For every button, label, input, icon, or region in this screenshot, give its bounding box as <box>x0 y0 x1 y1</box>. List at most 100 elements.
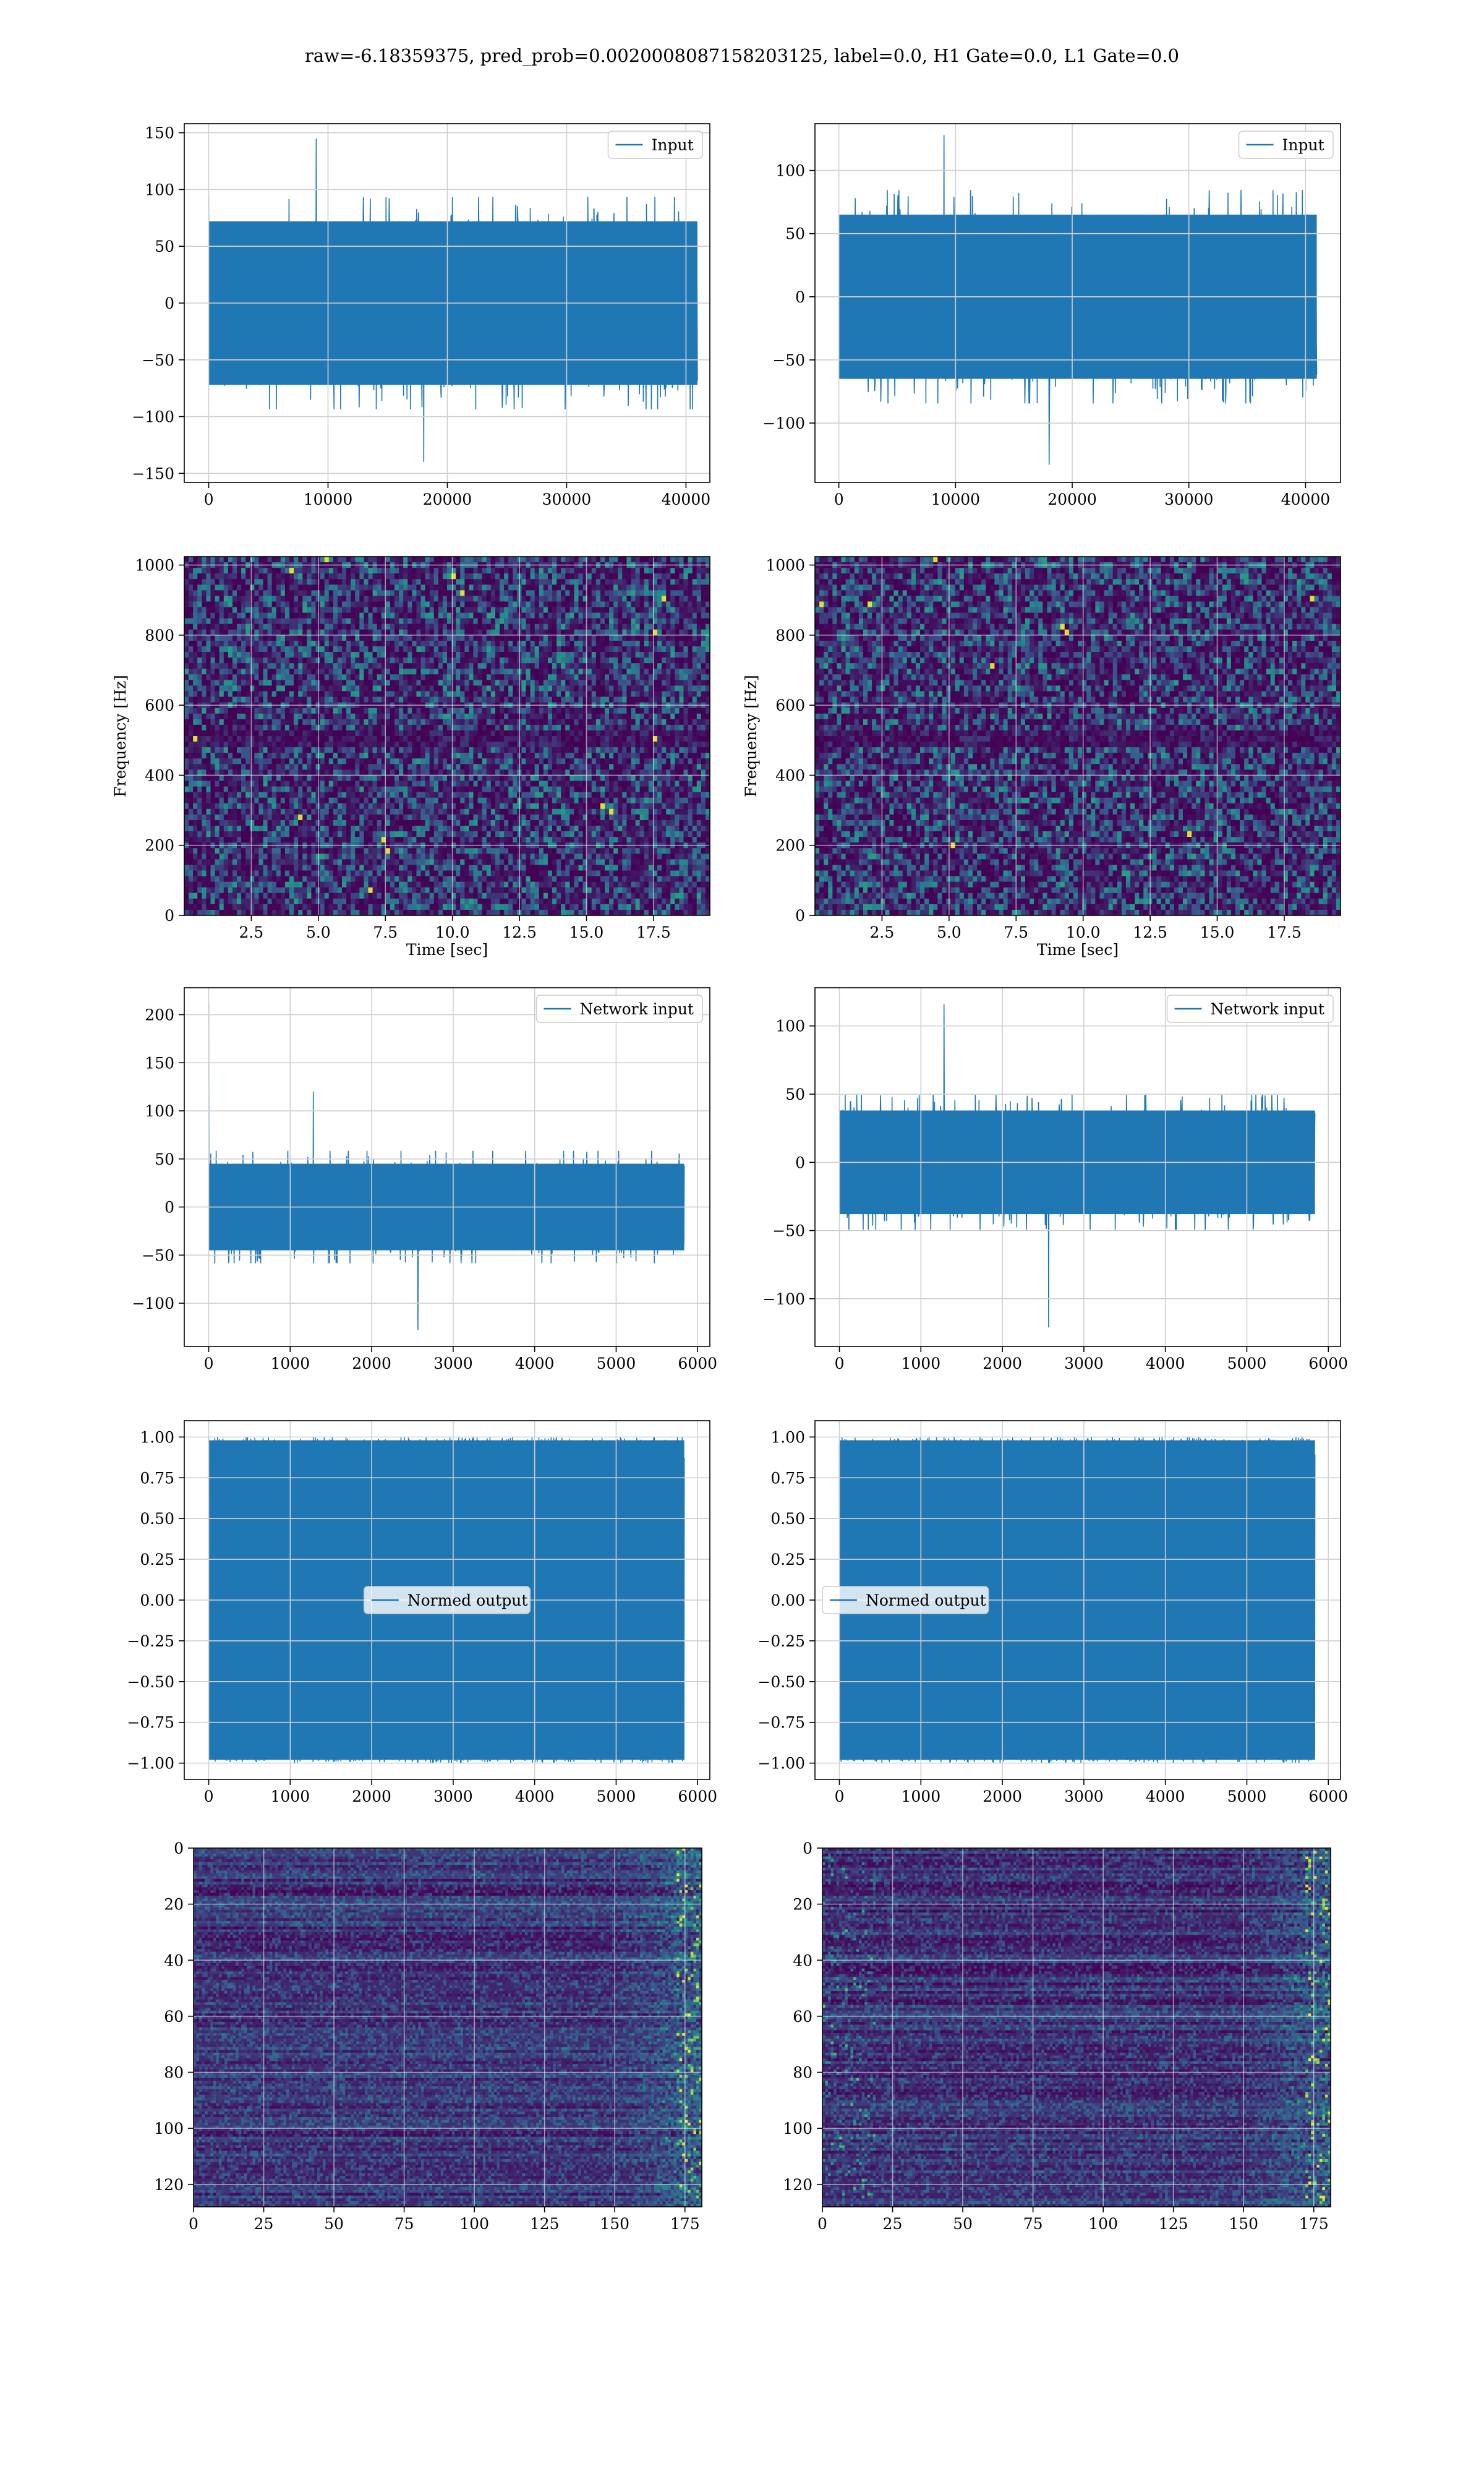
heatmap-cell <box>403 708 408 714</box>
heatmap-cell <box>220 568 224 574</box>
heatmap-cell <box>184 613 189 619</box>
heatmap-cell <box>596 764 601 770</box>
heatmap-cell <box>369 607 373 614</box>
heatmap-cell <box>377 584 382 591</box>
heatmap-cell <box>474 584 479 591</box>
heatmap-cell <box>438 775 443 781</box>
heatmap-cell <box>311 602 316 608</box>
heatmap-cell <box>626 674 631 680</box>
heatmap-cell <box>289 697 294 703</box>
heatmap-cell <box>644 618 649 625</box>
heatmap-cell <box>626 758 631 764</box>
heatmap-cell <box>237 641 242 647</box>
heatmap-cell <box>211 641 216 647</box>
heatmap-cell <box>394 747 399 753</box>
heatmap-cell <box>342 725 347 731</box>
heatmap-cell <box>701 753 706 759</box>
heatmap-cell <box>447 568 452 574</box>
heatmap-cell <box>631 646 636 653</box>
heatmap-cell <box>679 618 684 625</box>
heatmap-cell <box>294 747 299 753</box>
heatmap-cell <box>346 714 351 720</box>
heatmap-cell <box>254 584 259 591</box>
heatmap-cell <box>688 590 693 596</box>
heatmap-cell <box>666 584 671 591</box>
heatmap-cell <box>697 736 702 742</box>
heatmap-cell <box>478 602 483 608</box>
heatmap-cell <box>193 769 198 776</box>
heatmap-cell <box>504 630 509 636</box>
heatmap-cell <box>587 725 592 731</box>
heatmap-cell <box>425 685 430 691</box>
heatmap-cell <box>684 769 689 776</box>
heatmap-cell <box>500 685 505 691</box>
heatmap-cell <box>447 742 452 748</box>
heatmap-cell <box>403 714 408 720</box>
heatmap-cell <box>626 742 631 748</box>
heatmap-cell <box>364 719 369 726</box>
heatmap-cell <box>605 685 610 691</box>
heatmap-cell <box>631 641 636 647</box>
x-tick-label: 30000 <box>1164 490 1214 508</box>
heatmap-cell <box>425 602 430 608</box>
heatmap-cell <box>644 607 649 614</box>
heatmap-cell <box>254 568 259 574</box>
heatmap-cell <box>237 590 242 596</box>
heatmap-cell <box>544 568 548 574</box>
heatmap-cell <box>609 646 614 653</box>
heatmap-cell <box>268 708 273 714</box>
heatmap-cell <box>307 663 312 669</box>
heatmap-cell <box>276 769 281 776</box>
heatmap-cell <box>311 607 316 614</box>
heatmap-cell <box>399 725 404 731</box>
heatmap-cell <box>592 630 597 636</box>
heatmap-cell <box>688 674 693 680</box>
heatmap-cell <box>662 680 667 686</box>
heatmap-cell <box>579 725 584 731</box>
heatmap-cell <box>675 590 680 596</box>
heatmap-cell <box>377 775 382 781</box>
heatmap-cell <box>412 584 417 591</box>
heatmap-cell <box>491 557 496 563</box>
heatmap-cell <box>605 607 610 614</box>
heatmap-cell <box>202 753 207 759</box>
heatmap-cell <box>220 691 224 698</box>
heatmap-cell <box>403 602 408 608</box>
heatmap-cell <box>202 590 207 596</box>
heatmap-cell <box>338 769 343 776</box>
heatmap-cell <box>565 607 570 614</box>
heatmap-cell <box>469 635 474 641</box>
heatmap-cell <box>215 669 220 675</box>
heatmap-cell <box>430 607 435 614</box>
heatmap-cell <box>666 568 671 574</box>
heatmap-cell <box>447 680 452 686</box>
heatmap-cell <box>574 742 579 748</box>
heatmap-cell <box>622 758 627 764</box>
heatmap-cell <box>552 719 557 726</box>
heatmap-cell <box>250 573 255 580</box>
heatmap-cell <box>491 596 496 602</box>
heatmap-cell <box>513 697 518 703</box>
heatmap-cell <box>618 680 623 686</box>
heatmap-cell <box>364 584 369 591</box>
heatmap-cell <box>565 753 570 759</box>
heatmap-cell <box>359 618 364 625</box>
heatmap-cell <box>394 697 399 703</box>
heatmap-cell <box>478 613 483 619</box>
heatmap-cell <box>482 652 487 658</box>
heatmap-cell <box>355 685 360 691</box>
heatmap-cell <box>613 742 618 748</box>
heatmap-cell <box>193 646 198 653</box>
heatmap-cell <box>521 680 526 686</box>
heatmap-cell <box>504 685 509 691</box>
heatmap-cell <box>636 568 641 574</box>
heatmap-cell <box>531 596 535 602</box>
heatmap-cell <box>688 742 693 748</box>
heatmap-cell <box>662 652 667 658</box>
heatmap-cell <box>539 646 544 653</box>
grid <box>184 124 710 482</box>
heatmap-cell <box>491 669 496 675</box>
heatmap-cell <box>403 657 408 664</box>
heatmap-cell <box>688 652 693 658</box>
heatmap-cell <box>211 758 216 764</box>
